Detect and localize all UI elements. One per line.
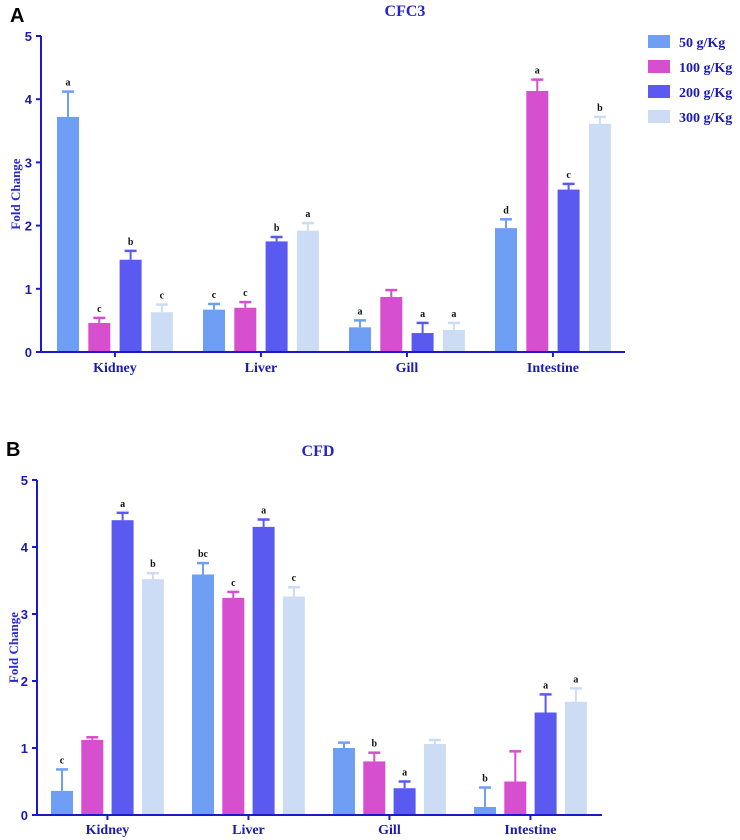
significance-label: a [402,768,407,779]
significance-label: c [160,291,165,302]
bar [150,312,173,351]
y-tick-label: 5 [21,473,28,488]
significance-label: a [451,309,456,320]
bar [51,790,73,814]
x-tick-label: Intestine [504,823,556,838]
legend-swatch [648,110,670,123]
bar [192,574,214,814]
x-tick-label: Gill [378,823,401,838]
bar [88,322,111,351]
significance-label: b [482,774,488,785]
x-tick-label: Liver [245,361,278,376]
y-tick-label: 0 [25,345,32,360]
chart-title: CFC3 [385,3,426,20]
y-tick-label: 1 [25,282,32,297]
significance-label: a [358,306,363,317]
legend-label: 100 g/Kg [679,61,732,76]
y-tick-label: 5 [25,29,32,44]
significance-label: a [66,78,71,89]
significance-label: b [128,237,134,248]
bar [393,788,416,814]
bar [296,230,319,351]
bar [111,520,134,814]
bar [423,743,446,814]
bar [495,228,517,351]
bar [222,597,245,814]
significance-label: c [97,304,102,315]
legend-swatch [648,35,670,48]
x-tick-label: Liver [232,823,265,838]
legend-label: 200 g/Kg [679,86,732,101]
bar [411,333,434,351]
bar [234,307,257,351]
bar [588,123,611,352]
x-tick-label: Intestine [527,361,579,376]
bar [265,241,288,351]
legend-label: 50 g/Kg [679,36,725,51]
bar [333,748,355,814]
bar [57,116,79,352]
bar [282,596,305,814]
significance-label: c [60,755,65,766]
significance-label: c [212,290,217,301]
bar [564,701,587,814]
significance-label: c [231,578,236,589]
x-tick-label: Kidney [86,823,130,838]
significance-label: a [543,680,548,691]
y-tick-label: 4 [25,92,33,107]
y-tick-label: 0 [21,808,28,823]
bar [557,189,580,351]
x-tick-label: Gill [396,361,419,376]
legend-label: 300 g/Kg [679,111,732,126]
bar [203,309,225,351]
bar [363,761,386,814]
significance-label: d [503,205,509,216]
y-axis-label: Fold Change [6,612,21,683]
chart-title: CFD [302,443,335,460]
x-tick-label: Kidney [93,361,137,376]
bar [380,297,403,351]
y-tick-label: 1 [21,741,28,756]
significance-label: b [597,103,603,114]
significance-label: b [372,739,378,750]
bar [474,806,496,814]
legend-swatch [648,85,670,98]
significance-label: a [420,309,425,320]
chart-b: B CFD Fold Change 0 1 2 3 4 5 Kidney c a b Liver bc c a c… [6,439,602,838]
significance-label: bc [198,549,209,560]
significance-label: a [120,499,125,510]
bar [504,781,527,814]
significance-label: a [305,209,310,220]
bar [119,259,142,351]
bar [252,526,275,814]
bar [534,712,557,814]
significance-label: c [292,573,297,584]
bar [349,327,371,351]
panel-label: A [10,5,24,27]
bar [141,579,164,814]
y-tick-label: 2 [21,674,28,689]
y-tick-label: 4 [21,540,29,555]
y-tick-label: 3 [21,607,28,622]
significance-label: a [261,506,266,517]
legend-swatch [648,60,670,73]
y-axis-label: Fold Change [8,158,23,229]
significance-label: a [535,66,540,77]
significance-label: c [243,288,248,299]
y-tick-label: 3 [25,155,32,170]
significance-label: c [566,170,571,181]
bar [81,739,104,814]
chart-a: A CFC3 Fold Change 0 1 2 3 4 5 Kidney a c b c Liver c c b… [8,3,732,376]
significance-label: b [274,223,280,234]
bar [526,90,549,351]
y-tick-label: 2 [25,219,32,234]
significance-label: b [150,559,156,570]
panel-label: B [6,439,20,461]
significance-label: a [573,674,578,685]
bar [442,329,465,351]
